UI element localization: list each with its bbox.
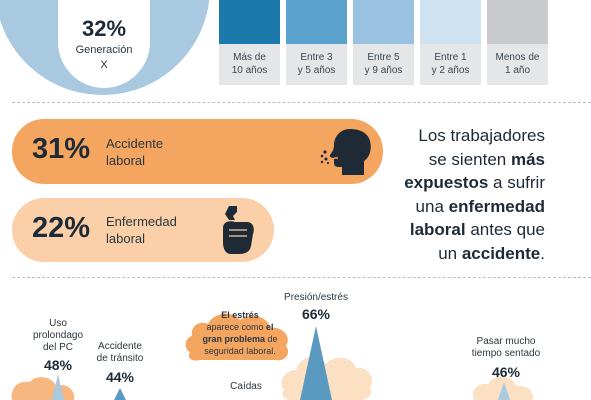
risk-falls-label: Caídas [230, 381, 262, 392]
seniority-bars: Más de 10 años Entre 3 y 5 años Entre 5 … [219, 0, 549, 85]
statement-text: antes que [465, 220, 545, 239]
seniority-bar-swatch [353, 0, 414, 44]
seniority-bar: Más de 10 años [219, 0, 280, 85]
generation-label-line2: X [100, 59, 108, 71]
statement-text: Los trabajadores [418, 126, 545, 145]
stress-callout: El estrés aparece como el gran problema … [190, 309, 290, 357]
callout-bold: gran problema [202, 334, 265, 344]
seniority-bar-label-line1: Más de [233, 52, 266, 63]
illness-label-line1: Enfermedad [106, 214, 177, 229]
seniority-bar-label: Entre 3 y 5 años [286, 51, 347, 77]
seniority-bar-label-line1: Menos de [495, 52, 540, 63]
statement-bold: accidente [461, 243, 541, 263]
seniority-bar-label-line1: Entre 3 [300, 52, 333, 63]
accident-label: Accidente laboral [106, 135, 163, 169]
illness-label-line2: laboral [106, 231, 146, 246]
generation-center [58, 0, 150, 88]
risk-illustration [11, 313, 534, 400]
risk-pc-label: Uso prolondago del PC [28, 318, 88, 354]
statement-bold: más [510, 149, 545, 169]
risk-sitting-label: Pasar mucho tiempo sentado [466, 336, 546, 360]
section-divider [12, 277, 591, 278]
seniority-bar-label-line2: y 9 años [364, 65, 403, 76]
statement-text: una [415, 196, 449, 216]
seniority-bar-label-line2: 10 años [231, 65, 268, 76]
callout-bold: El estrés [221, 310, 259, 320]
statement-text: a sufrir [488, 173, 545, 192]
risk-pc-label-line2: prolondago [32, 330, 84, 341]
accident-percent: 31% [32, 133, 91, 165]
risk-traffic-label: Accidente de tránsito [88, 341, 152, 365]
callout-bold: el [266, 322, 274, 332]
seniority-bar: Entre 1 y 2 años [420, 0, 481, 85]
risk-sitting-label-line1: Pasar mucho [476, 336, 536, 347]
risk-traffic-label-line1: Accidente [98, 341, 142, 352]
seniority-bar-label: Entre 5 y 9 años [353, 51, 414, 77]
generation-percent: 32% [81, 16, 127, 41]
seniority-bar-label: Menos de 1 año [487, 51, 548, 77]
callout-text: seguridad laboral. [204, 346, 276, 356]
statement-bold: laboral [409, 220, 466, 239]
illness-pill: 22% Enfermedad laboral [12, 198, 274, 262]
accident-pill: 31% Accidente laboral [12, 119, 383, 184]
seniority-bar-swatch [219, 0, 280, 44]
callout-text: aparece como [206, 322, 267, 332]
illness-label: Enfermedad laboral [106, 213, 177, 247]
risk-stress-percent: 66% [301, 306, 331, 322]
person-coughing-icon [320, 129, 371, 175]
seniority-bar-label-line2: y 2 años [431, 65, 470, 76]
risk-sitting-label-line2: tiempo sentado [471, 348, 541, 359]
risk-traffic-label-line2: de tránsito [96, 353, 144, 364]
seniority-bar-swatch [286, 0, 347, 44]
seniority-bar-label-line1: Entre 5 [367, 52, 400, 63]
generation-label: Generación X [58, 43, 150, 73]
statement-text: se sienten [428, 149, 511, 169]
generation-label-line1: Generación [75, 44, 133, 56]
risk-pc-label-line1: Uso [49, 318, 67, 329]
seniority-bar-label: Más de 10 años [219, 51, 280, 77]
seniority-bar: Entre 5 y 9 años [353, 0, 414, 85]
seniority-bar: Menos de 1 año [487, 0, 548, 85]
seniority-bar: Entre 3 y 5 años [286, 0, 347, 85]
statement-bold: enfermedad [448, 196, 545, 216]
statement-bold: expuestos [404, 173, 489, 192]
seniority-bar-label: Entre 1 y 2 años [420, 51, 481, 77]
callout-text: de [265, 334, 278, 344]
seniority-bar-label-line1: Entre 1 [434, 52, 467, 63]
risk-traffic-percent: 44% [105, 369, 135, 385]
fist-wrench-icon [223, 206, 254, 254]
risk-pc-percent: 48% [43, 357, 73, 373]
risk-sitting-percent: 46% [491, 364, 521, 380]
accident-label-line1: Accidente [106, 136, 164, 151]
statement-text: . [540, 243, 545, 263]
accident-label-line2: laboral [106, 153, 146, 168]
risk-pc-label-line3: del PC [42, 342, 73, 353]
seniority-bar-swatch [487, 0, 548, 44]
section-divider [12, 102, 591, 103]
seniority-bar-label-line2: 1 año [504, 65, 531, 76]
risk-stress-label: Presión/estrés [284, 292, 348, 303]
seniority-bar-label-line2: y 5 años [297, 65, 336, 76]
illness-percent: 22% [32, 212, 91, 244]
exposure-statement: Los trabajadores se sienten más expuesto… [395, 124, 545, 265]
statement-text: un [438, 243, 462, 263]
seniority-bar-swatch [420, 0, 481, 44]
